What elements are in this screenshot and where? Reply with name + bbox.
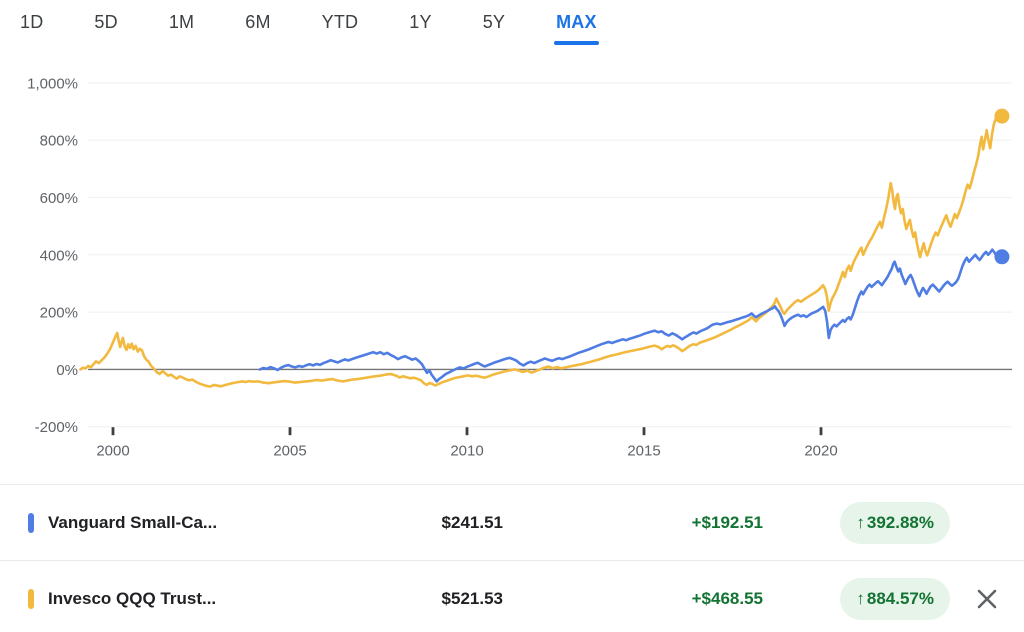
series-line — [79, 114, 999, 388]
quote-name: Vanguard Small-Ca... — [48, 512, 218, 532]
series-line — [258, 248, 999, 383]
quote-change: +$468.55 — [691, 588, 763, 608]
series-end-dot — [994, 108, 1010, 124]
y-axis-tick-label: 800% — [40, 133, 78, 150]
active-tab-underline — [554, 41, 599, 45]
series-end-dot — [994, 249, 1010, 265]
percent-change-badge: ↑ 392.88% — [840, 501, 950, 544]
quote-price: $521.53 — [441, 588, 503, 608]
tab-5y[interactable]: 5Y — [483, 10, 505, 45]
tab-1m[interactable]: 1M — [169, 10, 194, 45]
quote-row-vanguard-small-cap[interactable]: Vanguard Small-Ca... $241.51 +$192.51 ↑ … — [0, 484, 1024, 560]
chart-area[interactable]: 1,000% 800% 600% 400% 200% 0% -200% 2000 2005 201… — [0, 55, 1024, 470]
x-axis-tick-label: 2010 — [450, 443, 483, 460]
quote-name-cell: Invesco QQQ Trust... — [0, 588, 325, 609]
quote-row-invesco-qqq[interactable]: Invesco QQQ Trust... $521.53 +$468.55 ↑ … — [0, 560, 1024, 632]
percent-change-value: 884.57% — [866, 588, 934, 608]
tab-ytd[interactable]: YTD — [322, 10, 359, 45]
remove-comparison-button[interactable] — [971, 583, 1003, 615]
up-arrow-icon: ↑ — [856, 588, 865, 608]
tab-max[interactable]: MAX — [554, 10, 599, 45]
quote-name: Invesco QQQ Trust... — [48, 588, 217, 608]
tab-1d[interactable]: 1D — [20, 10, 43, 45]
x-axis-tick-label: 2020 — [804, 443, 837, 460]
y-axis-tick-label: 600% — [40, 190, 78, 207]
y-axis-tick-label: -200% — [35, 419, 78, 436]
quote-percent-cell: ↑ 392.88% — [763, 501, 950, 544]
quote-name-cell: Vanguard Small-Ca... — [0, 512, 325, 533]
up-arrow-icon: ↑ — [856, 512, 865, 532]
tab-1y[interactable]: 1Y — [409, 10, 431, 45]
y-axis-tick-label: 1,000% — [27, 75, 78, 92]
quotes-list: Vanguard Small-Ca... $241.51 +$192.51 ↑ … — [0, 484, 1024, 632]
y-axis-tick-label: 0% — [56, 362, 78, 379]
time-range-tabs: 1D 5D 1M 6M YTD 1Y 5Y MAX — [20, 10, 599, 45]
quote-percent-cell: ↑ 884.57% — [763, 577, 950, 620]
percent-return-chart[interactable]: 1,000% 800% 600% 400% 200% 0% -200% 2000 2005 201… — [0, 55, 1024, 470]
y-axis-tick-label: 200% — [40, 305, 78, 322]
x-axis-tick-label: 2005 — [273, 443, 306, 460]
close-icon — [977, 589, 997, 608]
quote-change: +$192.51 — [691, 512, 763, 532]
y-axis-tick-label: 400% — [40, 247, 78, 264]
tab-6m[interactable]: 6M — [245, 10, 270, 45]
percent-change-value: 392.88% — [866, 512, 934, 532]
x-axis-tick-label: 2015 — [627, 443, 660, 460]
tab-5d[interactable]: 5D — [94, 10, 117, 45]
series-color-chip-blue — [28, 512, 34, 533]
series-color-chip-yellow — [28, 588, 34, 609]
percent-change-badge: ↑ 884.57% — [840, 577, 950, 620]
x-axis-tick-label: 2000 — [96, 443, 129, 460]
quote-price: $241.51 — [441, 512, 503, 532]
